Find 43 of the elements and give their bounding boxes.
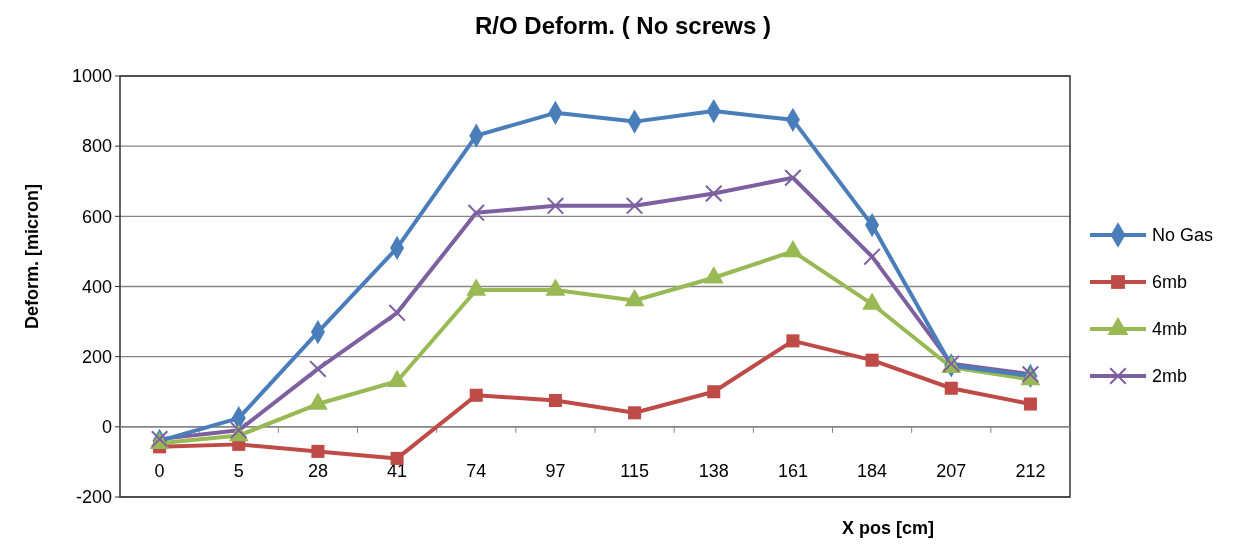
point xyxy=(390,451,404,465)
x-tick-label: 0 xyxy=(154,460,165,481)
point xyxy=(865,353,879,367)
x-tick-label: 207 xyxy=(936,460,967,481)
x-tick-label: 5 xyxy=(233,460,244,481)
legend-label: No Gas xyxy=(1152,225,1214,246)
point xyxy=(628,406,642,420)
point xyxy=(707,385,721,399)
y-tick-label: 800 xyxy=(81,136,112,157)
y-tick-label: 400 xyxy=(81,276,112,297)
y-tick-label: 1000 xyxy=(71,66,112,87)
point xyxy=(467,204,486,222)
point xyxy=(784,168,802,187)
point xyxy=(944,381,958,395)
point xyxy=(311,444,325,458)
y-tick-label: 0 xyxy=(101,417,112,438)
point xyxy=(388,304,406,322)
point xyxy=(548,394,562,408)
x-tick-label: 138 xyxy=(698,460,729,481)
legend-label: 4mb xyxy=(1152,319,1188,340)
point xyxy=(469,388,483,402)
x-axis-title: X pos [cm] xyxy=(841,518,935,538)
y-tick-label: -200 xyxy=(75,487,112,508)
chart-title: R/O Deform. ( No screws ) xyxy=(474,12,772,39)
x-tick-label: 74 xyxy=(466,460,487,481)
point xyxy=(786,334,800,348)
legend-label: 2mb xyxy=(1152,366,1188,387)
x-tick-label: 184 xyxy=(857,460,888,481)
x-tick-label: 161 xyxy=(777,460,808,481)
point xyxy=(309,360,327,378)
point xyxy=(704,184,723,203)
x-tick-label: 115 xyxy=(620,460,649,481)
legend-label: 6mb xyxy=(1152,272,1188,293)
y-tick-label: 200 xyxy=(81,346,112,367)
x-tick-label: 41 xyxy=(387,460,408,481)
point xyxy=(546,197,565,215)
x-tick-label: 28 xyxy=(307,460,328,481)
x-tick-label: 97 xyxy=(545,460,566,481)
y-axis-title: Deform. [micron] xyxy=(22,183,42,330)
y-tick-label: 600 xyxy=(81,206,112,227)
point xyxy=(1023,397,1037,411)
point xyxy=(625,197,644,215)
x-tick-label: 212 xyxy=(1015,460,1046,481)
